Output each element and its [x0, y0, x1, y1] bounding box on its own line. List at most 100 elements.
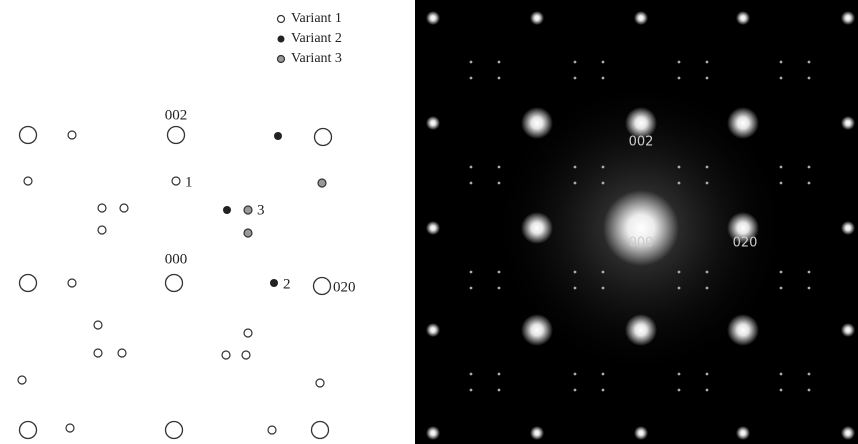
faint-spot: [706, 271, 709, 274]
photo-label: 000: [629, 236, 654, 251]
faint-spot: [706, 77, 709, 80]
schematic: [18, 16, 332, 439]
diffraction-spot: [841, 426, 855, 440]
faint-spot: [808, 389, 811, 392]
faint-spot: [602, 271, 605, 274]
faint-spot: [780, 61, 783, 64]
diffraction-spot: [530, 426, 544, 440]
diffraction-spot: [634, 11, 648, 25]
faint-spot: [602, 166, 605, 169]
diffraction-spot: [521, 107, 553, 139]
variant1-spot: [222, 351, 230, 359]
diffraction-spot: [841, 116, 855, 130]
variant1-spot: [172, 177, 180, 185]
spot-label: 1: [185, 174, 193, 190]
figure: Variant 1 Variant 2 Variant 3 002 000 02…: [0, 0, 858, 444]
faint-spot: [780, 182, 783, 185]
faint-spot: [808, 166, 811, 169]
diffraction-spot: [736, 11, 750, 25]
diffraction-spot: [426, 116, 440, 130]
variant3-spot: [244, 206, 252, 214]
matrix-spot: [166, 422, 183, 439]
faint-spot: [678, 61, 681, 64]
faint-spot: [808, 373, 811, 376]
faint-spot: [602, 77, 605, 80]
variant1-spot: [66, 424, 74, 432]
variant3-spot: [244, 229, 252, 237]
faint-spot: [780, 271, 783, 274]
faint-spot: [678, 77, 681, 80]
variant1-spot: [68, 131, 76, 139]
faint-spot: [780, 166, 783, 169]
faint-spot: [498, 389, 501, 392]
faint-spot: [574, 373, 577, 376]
faint-spot: [498, 182, 501, 185]
diffraction-spot: [625, 314, 657, 346]
diffraction-spot: [521, 212, 553, 244]
faint-spot: [602, 61, 605, 64]
diffraction-spot: [841, 221, 855, 235]
faint-spot: [498, 77, 501, 80]
photo-label: 002: [629, 135, 654, 150]
matrix-spot: [314, 278, 331, 295]
faint-spot: [780, 373, 783, 376]
faint-spot: [808, 182, 811, 185]
faint-spot: [574, 271, 577, 274]
matrix-spot: [20, 422, 37, 439]
faint-spot: [678, 271, 681, 274]
faint-spot: [470, 61, 473, 64]
faint-spot: [602, 373, 605, 376]
variant1-spot: [316, 379, 324, 387]
diffraction-spot: [603, 190, 679, 266]
faint-spot: [602, 287, 605, 290]
variant1-spot: [98, 204, 106, 212]
faint-spot: [780, 389, 783, 392]
faint-spot: [498, 271, 501, 274]
spot-label: 2: [283, 276, 291, 292]
faint-spot: [602, 182, 605, 185]
faint-spot: [470, 373, 473, 376]
index-label: 020: [333, 279, 356, 295]
diffraction-spot: [841, 323, 855, 337]
faint-spot: [498, 287, 501, 290]
faint-spot: [678, 182, 681, 185]
variant1-spot: [268, 426, 276, 434]
faint-spot: [470, 389, 473, 392]
faint-spot: [706, 373, 709, 376]
faint-spot: [470, 182, 473, 185]
diffraction-spot: [521, 314, 553, 346]
variant1-spot: [98, 226, 106, 234]
legend-label: Variant 2: [291, 31, 342, 46]
faint-spot: [706, 61, 709, 64]
variant1-spot: [24, 177, 32, 185]
faint-spot: [574, 287, 577, 290]
matrix-spot: [20, 275, 37, 292]
variant1-spot: [118, 349, 126, 357]
legend-marker: [278, 56, 285, 63]
faint-spot: [706, 166, 709, 169]
variant1-spot: [94, 321, 102, 329]
variant1-spot: [244, 329, 252, 337]
faint-spot: [470, 287, 473, 290]
faint-spot: [470, 77, 473, 80]
faint-spot: [574, 77, 577, 80]
photo-label: 020: [733, 236, 758, 251]
faint-spot: [780, 77, 783, 80]
diffraction-photo: [415, 0, 858, 444]
faint-spot: [678, 166, 681, 169]
variant1-spot: [242, 351, 250, 359]
faint-spot: [498, 373, 501, 376]
matrix-spot: [20, 127, 37, 144]
faint-spot: [574, 166, 577, 169]
legend-marker: [278, 36, 285, 43]
index-label: 000: [165, 251, 188, 267]
diffraction-spot: [426, 221, 440, 235]
spot-label: 3: [257, 202, 265, 218]
matrix-spot: [312, 422, 329, 439]
diffraction-spot: [634, 426, 648, 440]
faint-spot: [706, 182, 709, 185]
faint-spot: [706, 287, 709, 290]
faint-spot: [808, 77, 811, 80]
matrix-spot: [315, 129, 332, 146]
variant2-spot: [274, 132, 282, 140]
